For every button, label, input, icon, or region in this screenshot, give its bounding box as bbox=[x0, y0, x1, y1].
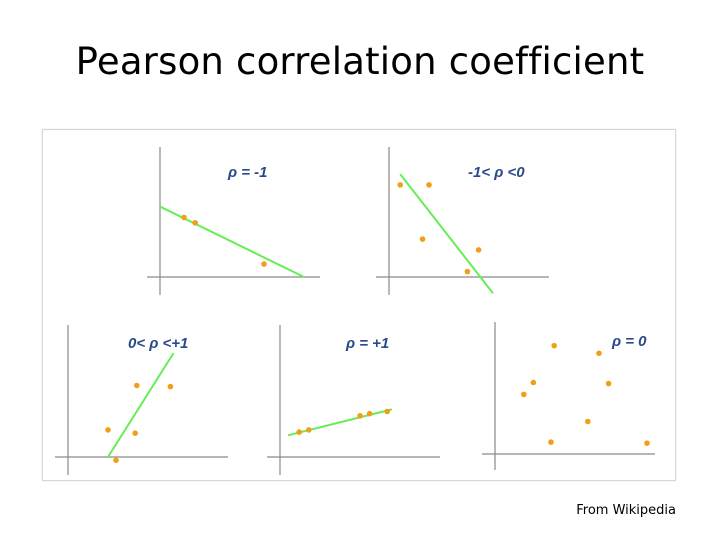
data-point bbox=[105, 427, 111, 433]
data-point bbox=[464, 268, 471, 275]
data-point bbox=[397, 182, 404, 188]
data-point bbox=[585, 418, 591, 425]
data-point bbox=[596, 350, 602, 357]
data-point bbox=[113, 457, 119, 464]
data-point bbox=[357, 413, 363, 419]
data-point bbox=[426, 182, 432, 188]
data-point bbox=[192, 220, 198, 226]
correlation-label: ρ = +1 bbox=[345, 335, 389, 352]
data-point bbox=[548, 439, 554, 445]
correlation-label: ρ = 0 bbox=[611, 333, 647, 350]
correlation-label: 0< ρ <+1 bbox=[128, 335, 188, 352]
source-credit: From Wikipedia bbox=[576, 503, 676, 518]
data-point bbox=[132, 430, 138, 436]
data-point bbox=[475, 247, 482, 253]
data-point bbox=[644, 440, 650, 446]
data-point bbox=[134, 382, 140, 389]
data-point bbox=[551, 342, 557, 349]
data-point bbox=[384, 408, 391, 415]
correlation-label: ρ = -1 bbox=[227, 164, 268, 181]
data-point bbox=[605, 380, 612, 387]
slide-title: Pearson correlation coefficient bbox=[75, 40, 645, 83]
data-point bbox=[419, 236, 426, 242]
data-point bbox=[181, 214, 187, 221]
data-point bbox=[296, 429, 303, 435]
fit-line bbox=[107, 352, 175, 458]
figure-frame bbox=[42, 129, 676, 481]
data-point bbox=[167, 383, 174, 390]
correlation-label: -1< ρ <0 bbox=[468, 164, 525, 181]
data-point bbox=[261, 261, 267, 267]
data-point bbox=[530, 379, 537, 386]
data-point bbox=[366, 410, 373, 417]
data-point bbox=[521, 391, 527, 398]
fit-line bbox=[287, 408, 393, 437]
data-point bbox=[306, 427, 312, 433]
fit-line bbox=[399, 173, 494, 294]
